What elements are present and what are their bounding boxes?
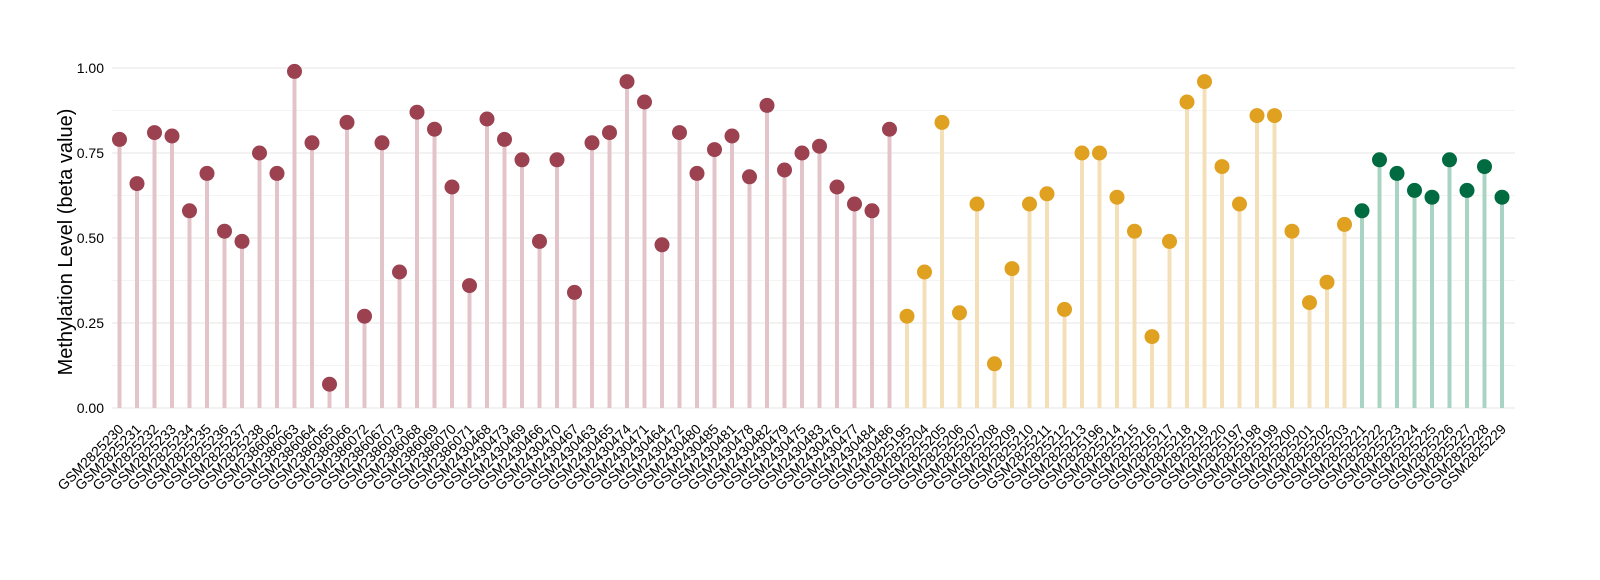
data-point <box>392 264 407 280</box>
data-point <box>1267 108 1282 124</box>
data-point <box>182 203 197 219</box>
data-point <box>129 176 145 192</box>
x-axis-ticks: GSM2825230GSM2825231GSM2825232GSM2825233… <box>54 421 1509 494</box>
y-tick-label: 0.50 <box>77 230 104 246</box>
data-point <box>1057 301 1072 317</box>
data-point <box>637 94 652 110</box>
y-axis-title: Methylation Level (beta value) <box>55 109 77 376</box>
data-point <box>1354 203 1370 219</box>
data-point <box>322 376 337 392</box>
data-point <box>917 264 932 280</box>
data-point <box>969 196 985 212</box>
data-point <box>689 165 705 181</box>
data-point <box>987 356 1002 372</box>
data-point <box>304 135 320 151</box>
data-point <box>1249 108 1265 124</box>
data-point <box>287 63 302 79</box>
data-point <box>339 114 355 130</box>
data-point <box>864 203 880 219</box>
data-point <box>147 125 162 141</box>
lollipop-points <box>112 63 1510 392</box>
data-point <box>1302 295 1317 311</box>
data-point <box>1372 152 1387 168</box>
data-point <box>252 145 267 161</box>
data-point <box>1494 189 1510 205</box>
data-point <box>1214 159 1230 175</box>
data-point <box>777 162 792 178</box>
data-point <box>672 125 687 141</box>
data-point <box>514 152 530 168</box>
data-point <box>1232 196 1247 212</box>
data-point <box>899 308 915 324</box>
data-point <box>1109 189 1125 205</box>
data-point <box>812 138 827 154</box>
data-point <box>794 145 810 161</box>
data-point <box>1442 152 1457 168</box>
data-point <box>1144 329 1160 345</box>
data-point <box>584 135 600 151</box>
data-point <box>602 125 617 141</box>
data-point <box>1337 216 1352 232</box>
data-point <box>742 169 757 185</box>
data-point <box>217 223 232 239</box>
data-point <box>444 179 460 195</box>
data-point <box>724 128 740 144</box>
data-point <box>462 278 477 294</box>
data-point <box>199 165 215 181</box>
data-point <box>654 237 670 253</box>
data-point <box>479 111 495 127</box>
y-tick-label: 0.00 <box>77 400 104 416</box>
data-point <box>567 284 582 300</box>
data-point <box>1284 223 1300 239</box>
data-point <box>427 121 442 137</box>
data-point <box>112 131 127 147</box>
data-point <box>1424 189 1440 205</box>
lollipop-stems <box>117 71 1504 408</box>
data-point <box>1389 165 1405 181</box>
data-point <box>357 308 372 324</box>
y-tick-label: 1.00 <box>77 60 104 76</box>
data-point <box>164 128 180 144</box>
data-point <box>234 233 250 249</box>
data-point <box>1319 274 1335 290</box>
y-tick-label: 0.25 <box>77 315 104 331</box>
data-point <box>829 179 845 195</box>
data-point <box>1074 145 1090 161</box>
data-point <box>847 196 862 212</box>
data-point <box>1459 182 1475 198</box>
y-tick-label: 0.75 <box>77 145 104 161</box>
data-point <box>1004 261 1020 277</box>
data-point <box>374 135 390 151</box>
data-point <box>1162 233 1177 249</box>
data-point <box>1477 159 1492 175</box>
data-point <box>497 131 512 147</box>
data-point <box>1407 182 1422 198</box>
data-point <box>1197 74 1212 90</box>
data-point <box>882 121 897 137</box>
data-point <box>269 165 285 181</box>
y-axis-ticks: 0.00 0.25 0.50 0.75 1.00 <box>77 60 104 416</box>
data-point <box>1022 196 1037 212</box>
data-point <box>1127 223 1142 239</box>
data-point <box>934 114 950 130</box>
data-point <box>759 97 775 113</box>
data-point <box>409 104 425 120</box>
data-point <box>532 233 547 249</box>
grid-lines <box>112 67 1515 409</box>
data-point <box>1092 145 1107 161</box>
data-point <box>707 142 722 158</box>
data-point <box>1179 94 1195 110</box>
data-point <box>619 74 635 90</box>
data-point <box>1039 186 1055 202</box>
data-point <box>952 305 967 321</box>
data-point <box>549 152 565 168</box>
